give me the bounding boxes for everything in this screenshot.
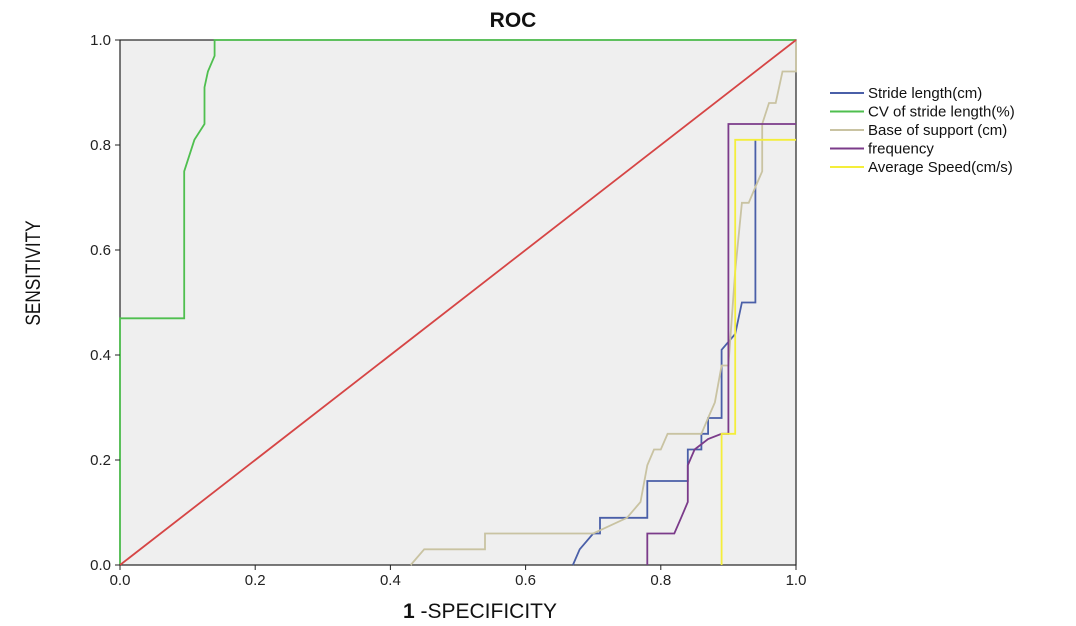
y-tick-label: 0.4 [90,347,111,364]
x-axis-title-prefix: 1 [403,600,415,623]
y-tick-label: 0.0 [90,557,111,574]
series-line-3 [646,123,796,565]
legend-label: Base of support (cm) [868,122,1007,139]
y-tick-label: 0.2 [90,452,111,469]
legend-label: Average Speed(cm/s) [868,159,1013,176]
x-tick-label: 0.4 [380,572,401,589]
x-tick-label: 0.8 [650,572,671,589]
legend-label: CV of stride length(%) [868,104,1015,121]
series-line-1 [119,39,796,565]
legend-label: frequency [868,141,934,158]
reference-diagonal-line [119,39,797,566]
legend: Stride length(cm) CV of stride length(%)B… [830,85,1015,176]
x-tick-label: 0.2 [245,572,266,589]
chart-title: ROC [490,9,537,32]
x-tick-label: 0.0 [110,572,131,589]
x-axis-title-text: -SPECIFICITY [415,600,557,623]
series-line-4 [720,138,796,565]
y-axis-title: SENSITIVITY [23,220,46,325]
y-tick-label: 0.8 [90,137,111,154]
axis-layer: 0.0 0.2 0.4 0.6 0.8 1.0 0.0 0.2 0.4 0.6 0.8 1.0 [90,32,806,589]
x-axis-title: 1 -SPECIFICITY [403,600,557,623]
y-tick-label: 0.6 [90,242,111,259]
x-tick-label: 0.6 [515,572,536,589]
series-layer [119,39,797,566]
series-line-2 [410,40,797,566]
y-tick-label: 1.0 [90,32,111,49]
x-tick-label: 1.0 [786,572,807,589]
legend-label: Stride length(cm) [868,85,982,102]
